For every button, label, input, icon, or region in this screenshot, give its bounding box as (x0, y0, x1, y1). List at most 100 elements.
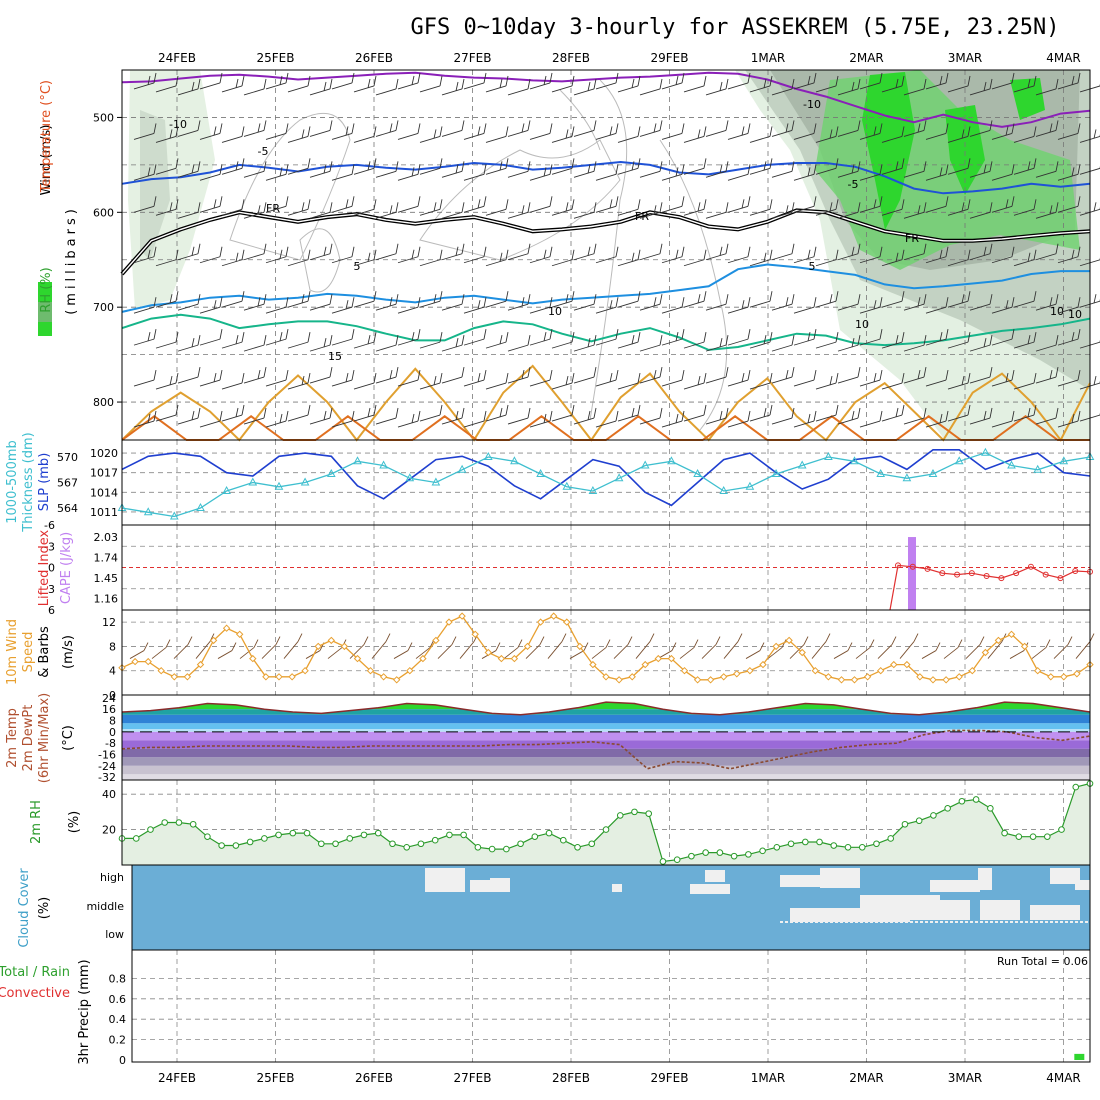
wind-speed-marker (523, 642, 532, 651)
wind-barb-flag (549, 410, 553, 422)
surface-wind-barb-flag (803, 636, 809, 645)
thickness-marker (510, 456, 519, 465)
wind-barb-shaft (177, 129, 199, 137)
wind-barb-flag (983, 410, 987, 421)
wind-barb-flag (571, 158, 575, 169)
wind-barb (265, 123, 289, 140)
wind-speed-marker (576, 642, 584, 651)
wind-barb-flag (769, 126, 773, 137)
thickness-marker (1007, 460, 1016, 469)
wind-barb (463, 196, 487, 213)
wind-barb-shaft (463, 82, 485, 90)
wind-barb (705, 294, 729, 311)
surface-wind-barb-shaft (217, 650, 233, 659)
surface-wind-barb (767, 639, 787, 659)
wind-barb (727, 369, 751, 387)
rh-marker (460, 831, 467, 839)
rh-marker (688, 852, 695, 860)
wind-barb-flag (323, 410, 327, 421)
rh-tick: 40 (102, 788, 116, 801)
rh-marker (972, 796, 980, 803)
wind-barb-shaft (925, 306, 947, 314)
wind-barb-flag (763, 252, 767, 262)
wind-barb-flag (549, 196, 553, 207)
wind-barb (265, 196, 289, 213)
temperature-band (122, 709, 1090, 715)
wind-barb (705, 78, 729, 96)
wind-barb (177, 407, 201, 425)
wind-barb-shaft (815, 85, 837, 93)
wind-barb-flag (543, 413, 547, 424)
wind-barb-flag (725, 161, 729, 172)
wind-barb-flag (307, 332, 311, 343)
wind-barb-flag (895, 161, 899, 171)
wind-barb (287, 249, 311, 267)
wind-barb (397, 164, 421, 181)
wind-barb-flag (763, 335, 767, 345)
wind-barb-flag (835, 75, 839, 87)
wind-barb-flag (879, 246, 883, 257)
wind-barb-shaft (749, 341, 771, 349)
wind-barb (1057, 329, 1081, 346)
wind-barb-shaft (639, 129, 661, 137)
rh-marker (189, 820, 197, 828)
wind-speed-marker (510, 654, 519, 663)
surface-wind-barb (877, 636, 897, 659)
rh-marker (204, 833, 211, 840)
surface-wind-barb (701, 636, 721, 659)
wind-speed-marker (719, 673, 728, 681)
wind-barb-flag (153, 329, 157, 340)
wind-barb (221, 332, 245, 349)
wind-barb-flag (637, 332, 641, 343)
wind-barb (683, 372, 707, 390)
wind-barb-shaft (485, 341, 507, 349)
wind-barb-flag (285, 410, 289, 422)
wind-barb-flag (527, 366, 531, 378)
wind-barb-shaft (925, 256, 947, 264)
wind-barb (617, 372, 641, 390)
cape-tick: 1.74 (94, 552, 119, 565)
wind-barb (1057, 123, 1081, 140)
wind-barb-flag (307, 126, 311, 137)
wind-barb-flag (1093, 375, 1097, 386)
wind-barb-flag (241, 126, 245, 137)
wind-barb-shaft (1035, 417, 1057, 425)
surface-wind-barb (437, 636, 457, 659)
wind-barb (749, 249, 773, 267)
wind-barb-flag (175, 199, 179, 210)
wind-barb-shaft (133, 82, 155, 90)
wind-barb (375, 294, 399, 311)
wind-barb-shaft (881, 259, 903, 267)
lifted-index-marker (939, 570, 946, 577)
wind-barb (793, 72, 817, 90)
wind-barb-shaft (683, 85, 705, 93)
wind-barb-shaft (837, 376, 859, 384)
temperature-tick: -32 (98, 771, 116, 784)
wind-barb-shaft (155, 382, 177, 390)
wind-barb-flag (389, 297, 393, 307)
wind-barb-shaft (793, 420, 815, 428)
wind-barb-flag (1077, 297, 1081, 308)
wind-barb-flag (923, 294, 927, 305)
wind-barb-flag (587, 246, 591, 256)
wind-barb-shaft (463, 306, 485, 314)
wind-speed-marker (235, 630, 244, 639)
thickness-marker (640, 460, 650, 469)
wind-barb (309, 161, 333, 178)
wind-barb (881, 372, 905, 390)
wind-barb (991, 410, 1015, 428)
slp-tick: 1014 (90, 486, 118, 499)
wind-barb (1035, 366, 1059, 384)
wind-barb-shaft (551, 167, 573, 175)
precip-tick: 0.4 (109, 1013, 127, 1026)
run-total-annotation: Run Total = 0.06 (997, 955, 1088, 968)
wind-barb (947, 404, 971, 422)
contour-label: 10 (855, 318, 869, 331)
wind-barb (155, 372, 179, 390)
wind-barb (705, 335, 729, 352)
rh-marker (844, 843, 852, 851)
wind-barb-flag (593, 366, 597, 378)
wind-barb-shaft (155, 414, 177, 422)
wind-speed-marker (1060, 673, 1068, 681)
wind-barb-flag (395, 335, 399, 346)
